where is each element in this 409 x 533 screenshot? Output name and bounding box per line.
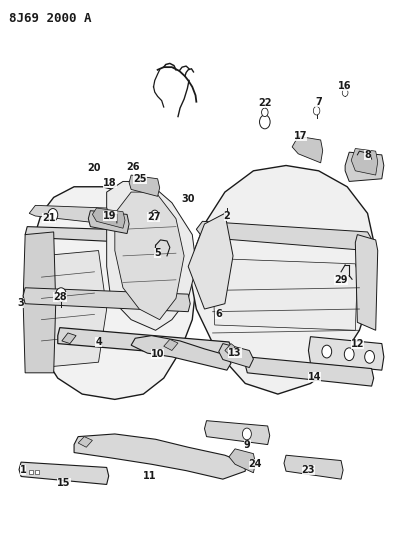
Text: 2: 2 — [224, 211, 230, 221]
Text: 10: 10 — [151, 349, 164, 359]
Circle shape — [56, 288, 66, 302]
Text: 13: 13 — [228, 348, 242, 358]
Polygon shape — [131, 336, 231, 370]
Text: 23: 23 — [302, 465, 315, 475]
Text: 16: 16 — [338, 81, 352, 91]
Polygon shape — [204, 421, 270, 445]
Text: 8: 8 — [364, 150, 371, 160]
Text: 22: 22 — [258, 98, 272, 108]
Circle shape — [48, 208, 58, 221]
Text: 19: 19 — [103, 211, 117, 221]
Text: 25: 25 — [133, 174, 147, 184]
Polygon shape — [23, 288, 190, 312]
Polygon shape — [19, 462, 109, 484]
Circle shape — [342, 89, 348, 96]
Text: 1: 1 — [20, 465, 27, 474]
Text: 30: 30 — [182, 194, 195, 204]
Text: 3: 3 — [17, 297, 24, 308]
Circle shape — [243, 428, 252, 440]
Polygon shape — [308, 337, 384, 370]
Circle shape — [322, 345, 332, 358]
Text: 21: 21 — [42, 213, 56, 223]
Circle shape — [344, 348, 354, 361]
Circle shape — [151, 210, 159, 221]
Polygon shape — [229, 449, 256, 473]
Text: 20: 20 — [87, 163, 100, 173]
Text: 7: 7 — [315, 96, 322, 107]
Text: 12: 12 — [351, 338, 364, 349]
Polygon shape — [129, 175, 160, 196]
Polygon shape — [164, 340, 178, 351]
Text: 18: 18 — [103, 178, 117, 188]
Text: 4: 4 — [95, 337, 102, 347]
Polygon shape — [25, 227, 192, 245]
Polygon shape — [88, 211, 129, 233]
Polygon shape — [29, 470, 33, 474]
Polygon shape — [284, 455, 343, 479]
Text: 6: 6 — [216, 309, 222, 319]
Text: 9: 9 — [244, 440, 251, 450]
Text: 27: 27 — [147, 212, 160, 222]
Polygon shape — [196, 221, 374, 251]
Circle shape — [262, 108, 268, 117]
Text: 24: 24 — [249, 459, 262, 469]
Polygon shape — [92, 208, 125, 228]
Polygon shape — [115, 192, 184, 320]
Polygon shape — [23, 232, 56, 373]
Circle shape — [313, 107, 320, 115]
Polygon shape — [219, 344, 254, 368]
Polygon shape — [35, 470, 39, 474]
Polygon shape — [74, 434, 245, 479]
Text: 5: 5 — [154, 248, 161, 258]
Polygon shape — [188, 165, 376, 394]
Polygon shape — [78, 437, 92, 447]
Polygon shape — [37, 251, 107, 368]
Polygon shape — [292, 136, 323, 163]
Text: 29: 29 — [334, 275, 348, 285]
Polygon shape — [345, 152, 384, 181]
Circle shape — [260, 115, 270, 129]
Circle shape — [365, 351, 375, 364]
Polygon shape — [188, 213, 233, 309]
Text: 8J69 2000 A: 8J69 2000 A — [9, 12, 91, 26]
Polygon shape — [29, 205, 111, 224]
Text: 28: 28 — [53, 292, 67, 302]
Text: 26: 26 — [126, 161, 140, 172]
Text: 14: 14 — [308, 372, 321, 382]
Polygon shape — [351, 149, 378, 175]
Text: 17: 17 — [294, 131, 307, 141]
Polygon shape — [213, 259, 357, 330]
Polygon shape — [245, 357, 374, 386]
Text: 15: 15 — [57, 479, 71, 488]
Polygon shape — [58, 328, 233, 358]
Polygon shape — [107, 181, 196, 330]
Polygon shape — [355, 235, 378, 330]
Polygon shape — [25, 187, 196, 399]
Polygon shape — [62, 333, 76, 344]
Polygon shape — [225, 344, 235, 354]
Text: 11: 11 — [143, 472, 156, 481]
